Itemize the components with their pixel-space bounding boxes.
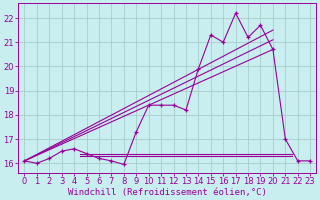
- X-axis label: Windchill (Refroidissement éolien,°C): Windchill (Refroidissement éolien,°C): [68, 188, 267, 197]
